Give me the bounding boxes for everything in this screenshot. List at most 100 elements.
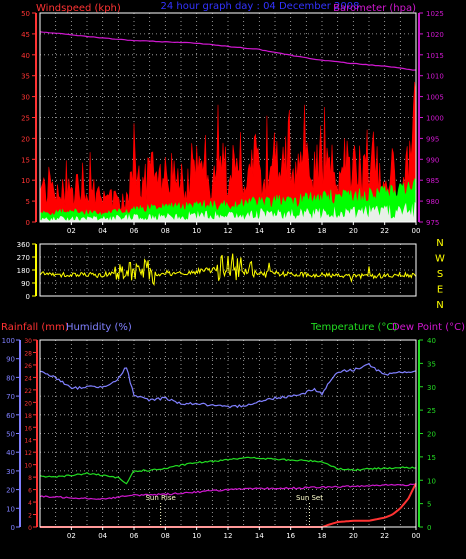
- climate-xtick-label: 04: [98, 532, 107, 540]
- compass-label: W: [435, 254, 445, 265]
- climate-xtick-label: 10: [192, 532, 201, 540]
- wind-ytick-label: 0: [26, 219, 30, 227]
- compass-label: S: [437, 269, 443, 280]
- wind-ytick-label: 5: [26, 198, 30, 206]
- barometer-ytick-label: 1000: [426, 115, 444, 123]
- barometer-ytick-label: 975: [426, 219, 439, 227]
- climate-xtick-label: 20: [349, 532, 358, 540]
- humidity-ytick-label: 70: [6, 393, 15, 401]
- climate-xtick-label: 02: [67, 532, 76, 540]
- dew-point-line: [39, 483, 417, 500]
- humidity-ytick-label: 60: [6, 412, 15, 420]
- wind-ytick-label: 45: [21, 31, 30, 39]
- graph-date-title: 24 hour graph day : 04 December 2008: [161, 1, 360, 12]
- direction-ytick-label: 270: [17, 254, 30, 262]
- barometer-ytick-label: 1005: [426, 94, 444, 102]
- climate-xtick-label: 08: [161, 532, 170, 540]
- temperature-label: Temperature (°C): [310, 322, 397, 333]
- rainfall-ytick-label: 12: [24, 450, 32, 457]
- gust-area: [39, 81, 417, 223]
- barometer-ytick-label: 1025: [426, 10, 444, 18]
- temperature-ytick-label: 10: [427, 477, 436, 485]
- barometer-ytick-label: 985: [426, 177, 439, 185]
- barometer-ytick-label: 1020: [426, 31, 444, 39]
- wind-xtick-label: 10: [192, 227, 201, 235]
- rainfall-ytick-label: 4: [28, 500, 32, 507]
- rainfall-ytick-label: 16: [24, 425, 32, 432]
- wind-ytick-label: 30: [21, 94, 30, 102]
- temperature-ytick-label: 15: [427, 454, 436, 462]
- wind-xtick-label: 18: [318, 227, 327, 235]
- climate-xtick-label: 06: [130, 532, 139, 540]
- barometer-ytick-label: 1015: [426, 52, 444, 60]
- humidity-ytick-label: 30: [6, 468, 15, 476]
- rainfall-ytick-label: 10: [24, 463, 32, 470]
- temperature-ytick-label: 5: [427, 501, 431, 509]
- wind-xtick-label: 20: [349, 227, 358, 235]
- climate-xtick-label: 12: [224, 532, 233, 540]
- humidity-ytick-label: 10: [6, 505, 15, 513]
- wind-ytick-label: 15: [21, 156, 30, 164]
- wind-low-area: [40, 202, 416, 222]
- windspeed-title: Windspeed (kph): [36, 3, 121, 14]
- wind-xtick-label: 12: [224, 227, 233, 235]
- wind-ytick-label: 10: [21, 177, 30, 185]
- barometer-ytick-label: 995: [426, 135, 439, 143]
- rainfall-ytick-label: 26: [24, 363, 32, 370]
- temperature-line: [39, 456, 417, 485]
- direction-ytick-label: 90: [21, 280, 30, 288]
- rainfall-ytick-label: 28: [24, 350, 32, 357]
- wind-xtick-label: 06: [130, 227, 139, 235]
- direction-ytick-label: 0: [26, 293, 30, 301]
- climate-xtick-label: 14: [255, 532, 264, 540]
- rainfall-ytick-label: 24: [24, 375, 32, 382]
- wind-average-area: [39, 177, 417, 223]
- wind-xtick-label: 04: [98, 227, 107, 235]
- wind-ytick-label: 50: [21, 10, 30, 18]
- humidity-ytick-label: 20: [6, 487, 15, 495]
- sunrise-label: Sun Rise: [145, 494, 175, 502]
- humidity-ytick-label: 0: [11, 524, 15, 532]
- temperature-ytick-label: 35: [427, 360, 436, 368]
- sunset-label: Sun Set: [296, 494, 323, 502]
- temperature-ytick-label: 20: [427, 431, 436, 439]
- humidity-label: Humidity (%): [66, 322, 132, 333]
- humidity-ytick-label: 90: [6, 356, 15, 364]
- wind-xtick-label: 14: [255, 227, 264, 235]
- rainfall-ytick-label: 14: [24, 438, 32, 445]
- wind-xtick-label: 22: [380, 227, 389, 235]
- rainfall-ytick-label: 22: [24, 388, 32, 395]
- direction-ytick-label: 360: [17, 241, 30, 249]
- climate-xtick-label: 00: [412, 532, 421, 540]
- temperature-ytick-label: 0: [427, 524, 431, 532]
- rainfall-ytick-label: 20: [24, 400, 32, 407]
- wind-panel: 0510152025303540455097598098599099510001…: [21, 10, 444, 235]
- dew-point-label: Dew Point (°C): [392, 322, 465, 333]
- wind-xtick-label: 00: [412, 227, 421, 235]
- humidity-ytick-label: 50: [6, 431, 15, 439]
- wind-xtick-label: 16: [286, 227, 295, 235]
- wind-xtick-label: 02: [67, 227, 76, 235]
- temperature-ytick-label: 25: [427, 407, 436, 415]
- barometer-ytick-label: 1010: [426, 73, 444, 81]
- rainfall-label: Rainfall (mm): [1, 322, 69, 333]
- climate-xtick-label: 22: [380, 532, 389, 540]
- wind-ytick-label: 25: [21, 115, 30, 123]
- humidity-ytick-label: 100: [2, 337, 15, 345]
- rainfall-ytick-label: 6: [28, 488, 32, 495]
- compass-label: N: [436, 300, 443, 311]
- rainfall-ytick-label: 0: [28, 525, 32, 532]
- wind-ytick-label: 40: [21, 52, 30, 60]
- humidity-line: [40, 362, 417, 409]
- wind-xtick-label: 08: [161, 227, 170, 235]
- rainfall-ytick-label: 2: [28, 513, 32, 520]
- climate-xtick-label: 18: [318, 532, 327, 540]
- humidity-ytick-label: 40: [6, 449, 15, 457]
- direction-ytick-label: 180: [17, 267, 30, 275]
- climate-panel: Sun Rise Sun Set0102030405060708090100024…: [2, 337, 436, 540]
- humidity-ytick-label: 80: [6, 374, 15, 382]
